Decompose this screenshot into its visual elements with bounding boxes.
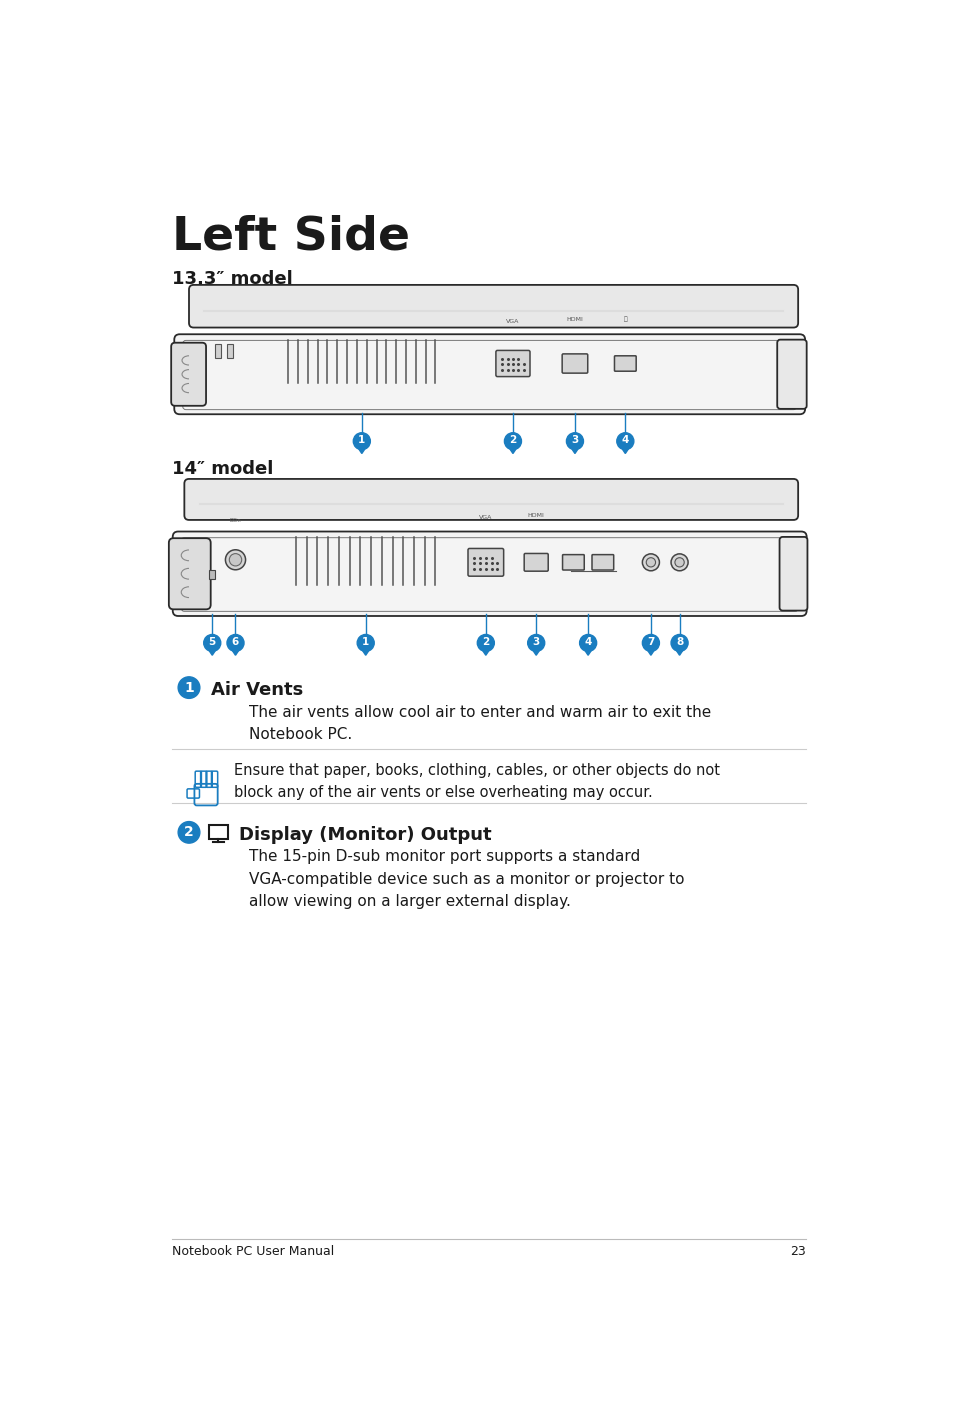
Polygon shape (533, 651, 538, 655)
Text: DCin: DCin (230, 518, 241, 523)
Text: 7: 7 (646, 637, 654, 647)
Text: HDMI: HDMI (527, 512, 544, 518)
FancyBboxPatch shape (523, 553, 548, 571)
Circle shape (353, 432, 370, 450)
Circle shape (178, 676, 199, 699)
Circle shape (476, 634, 494, 651)
Polygon shape (482, 651, 488, 655)
FancyBboxPatch shape (189, 285, 798, 328)
FancyBboxPatch shape (614, 356, 636, 372)
Text: 4: 4 (621, 435, 628, 445)
Polygon shape (362, 651, 369, 655)
Text: 2: 2 (481, 637, 489, 647)
Polygon shape (571, 450, 578, 454)
Text: ⮌: ⮌ (623, 316, 626, 322)
FancyBboxPatch shape (777, 340, 806, 408)
Polygon shape (233, 651, 238, 655)
Bar (214, 343, 220, 357)
Text: Air Vents: Air Vents (211, 682, 303, 699)
Text: 1: 1 (357, 435, 365, 445)
Circle shape (670, 634, 687, 651)
Text: The air vents allow cool air to enter and warm air to exit the
Notebook PC.: The air vents allow cool air to enter an… (249, 705, 711, 742)
Circle shape (204, 634, 220, 651)
FancyBboxPatch shape (171, 343, 206, 406)
Text: 2: 2 (184, 825, 193, 839)
Circle shape (579, 634, 596, 651)
Polygon shape (209, 651, 215, 655)
Circle shape (504, 432, 521, 450)
Polygon shape (676, 651, 682, 655)
Text: 3: 3 (532, 637, 539, 647)
FancyBboxPatch shape (496, 350, 530, 377)
Circle shape (566, 432, 583, 450)
FancyBboxPatch shape (184, 479, 798, 520)
Circle shape (227, 634, 244, 651)
Text: 14″ model: 14″ model (172, 461, 274, 478)
Text: VGA: VGA (506, 319, 519, 323)
Circle shape (229, 553, 241, 566)
Circle shape (356, 634, 374, 651)
Text: 1: 1 (184, 681, 193, 695)
Text: 4: 4 (584, 637, 591, 647)
Polygon shape (358, 450, 365, 454)
FancyBboxPatch shape (169, 539, 211, 610)
Text: HDMI: HDMI (566, 316, 583, 322)
FancyBboxPatch shape (779, 537, 806, 611)
Circle shape (674, 557, 683, 567)
FancyBboxPatch shape (592, 554, 613, 570)
Polygon shape (621, 450, 628, 454)
Text: 23: 23 (789, 1245, 805, 1258)
Text: VGA: VGA (478, 515, 492, 520)
Bar (209, 570, 214, 579)
FancyBboxPatch shape (468, 549, 503, 576)
FancyBboxPatch shape (562, 554, 583, 570)
Polygon shape (509, 450, 516, 454)
Text: 2: 2 (509, 435, 516, 445)
Text: 6: 6 (232, 637, 239, 647)
Text: The 15-pin D-sub monitor port supports a standard
VGA-compatible device such as : The 15-pin D-sub monitor port supports a… (249, 849, 684, 909)
Text: 1: 1 (362, 637, 369, 647)
Polygon shape (584, 651, 591, 655)
Text: 8: 8 (676, 637, 682, 647)
Circle shape (225, 550, 245, 570)
Text: Left Side: Left Side (172, 214, 410, 259)
Text: Ensure that paper, books, clothing, cables, or other objects do not
block any of: Ensure that paper, books, clothing, cabl… (233, 763, 720, 800)
Bar (227, 343, 233, 357)
Circle shape (670, 554, 687, 571)
Polygon shape (647, 651, 654, 655)
Circle shape (641, 634, 659, 651)
Circle shape (617, 432, 633, 450)
Circle shape (178, 821, 199, 844)
Text: Display (Monitor) Output: Display (Monitor) Output (239, 827, 492, 844)
Bar (209, 825, 228, 838)
Circle shape (527, 634, 544, 651)
FancyBboxPatch shape (561, 354, 587, 373)
Text: 3: 3 (571, 435, 578, 445)
Circle shape (641, 554, 659, 571)
FancyBboxPatch shape (172, 532, 806, 615)
Text: Notebook PC User Manual: Notebook PC User Manual (172, 1245, 334, 1258)
Text: 5: 5 (209, 637, 215, 647)
FancyBboxPatch shape (174, 335, 804, 414)
Circle shape (645, 557, 655, 567)
Text: 13.3″ model: 13.3″ model (172, 271, 293, 288)
